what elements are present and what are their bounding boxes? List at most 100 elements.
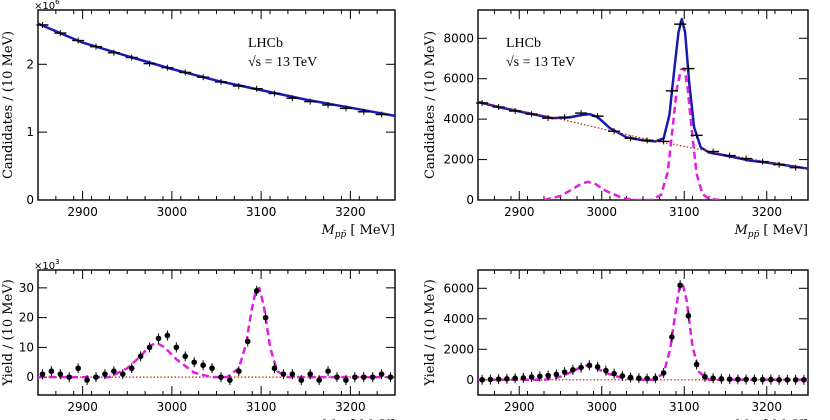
data-point-bl: [369, 374, 376, 380]
x-tick-label: 2900: [504, 400, 535, 414]
data-point-br: [578, 364, 584, 371]
y-tick-label: 2000: [443, 153, 474, 167]
experiment-label: LHCb: [506, 36, 541, 51]
data-point-bl: [93, 374, 99, 380]
x-axis-label-subscript: pp̄: [335, 230, 347, 240]
x-axis-label-symbol: M: [733, 223, 748, 238]
x-axis-label-unit: [ MeV]: [763, 223, 808, 238]
data-point-br: [495, 376, 502, 382]
data-point-br: [603, 367, 609, 374]
series-signal-br: [478, 282, 808, 382]
data-point-bl: [57, 371, 64, 377]
y-tick-label: 1: [26, 125, 34, 139]
x-tick-label: 3200: [751, 205, 782, 219]
data-point-bl: [173, 344, 180, 351]
data-point-br: [537, 373, 543, 380]
series-fit-tl: [38, 22, 395, 118]
y-multiplier-exponent: 3: [55, 258, 59, 266]
experiment-label: LHCb: [248, 36, 283, 51]
data-point-bl: [387, 374, 394, 380]
x-tick-label: 2900: [67, 400, 98, 414]
y-tick-label: 0: [26, 193, 34, 207]
data-point-bl: [378, 371, 385, 377]
data-point-br: [751, 376, 758, 383]
x-axis-label: Mpp̄[ MeV]: [320, 418, 395, 420]
y-axis-label: Yield / (10 MeV): [423, 279, 438, 387]
y-tick-label: 2: [26, 57, 34, 71]
data-point-bl: [119, 371, 126, 377]
y-multiplier: ×106: [34, 0, 60, 12]
y-tick-label: 0: [466, 193, 474, 207]
x-axis-label: Mpp̄[ MeV]: [320, 223, 395, 240]
data-point-br: [702, 373, 708, 380]
x-tick-label: 3000: [586, 205, 617, 219]
y-multiplier-base: ×10: [34, 1, 55, 12]
y-tick-label: 0: [26, 370, 34, 384]
data-point-bl: [244, 338, 251, 345]
data-point-br: [611, 370, 617, 377]
x-tick-label: 3200: [335, 205, 366, 219]
data-point-bl: [75, 365, 81, 372]
data-point-br: [570, 367, 576, 373]
data-point-br: [801, 376, 807, 383]
data-point-br: [768, 376, 774, 383]
data-point-br: [644, 375, 650, 382]
data-point-bl: [298, 377, 305, 383]
data-point-br: [677, 282, 683, 289]
x-tick-label: 3000: [586, 400, 617, 414]
data-point-bl: [137, 353, 144, 360]
data-point-bl: [325, 368, 331, 374]
y-tick-label: 30: [19, 281, 34, 295]
data-point-bl: [128, 365, 135, 372]
y-tick-label: 4000: [443, 312, 474, 326]
y-axis-label: Yield / (10 MeV): [1, 279, 16, 387]
data-point-bl: [191, 359, 197, 366]
data-point-bl: [182, 353, 189, 360]
data-point-br: [718, 376, 725, 382]
x-tick-label: 3000: [157, 400, 188, 414]
data-point-br: [619, 373, 626, 379]
y-axis-label: Candidates / (10 MeV): [423, 31, 438, 179]
data-point-bl: [280, 371, 287, 377]
energy-label: √s = 13 TeV: [506, 55, 575, 70]
data-point-bl: [352, 374, 358, 380]
x-tick-label: 3200: [751, 400, 782, 414]
x-tick-label: 3100: [669, 205, 700, 219]
x-tick-label: 3100: [669, 400, 700, 414]
y-tick-label: 8000: [443, 31, 474, 45]
energy-label: √s = 13 TeV: [248, 55, 317, 70]
x-axis-label-symbol: M: [320, 418, 335, 420]
data-point-br: [528, 374, 535, 380]
y-tick-label: 6000: [443, 281, 474, 295]
y-tick-label: 10: [19, 340, 34, 354]
data-point-br: [776, 376, 782, 383]
data-point-br: [792, 376, 799, 383]
series-signal-bl: [38, 286, 395, 379]
data-point-bl: [218, 374, 224, 380]
x-axis-label-subscript: pp̄: [748, 230, 760, 240]
x-axis-label-symbol: M: [320, 223, 335, 238]
data-point-br: [685, 312, 692, 319]
data-point-bl: [307, 371, 314, 377]
x-tick-label: 3000: [157, 205, 188, 219]
data-point-bl: [236, 368, 242, 374]
data-point-bl: [360, 374, 367, 380]
data-point-br: [784, 376, 791, 383]
x-axis-label: Mpp̄[ MeV]: [733, 418, 808, 420]
y-tick-label: 20: [19, 311, 34, 325]
data-point-bl: [66, 374, 73, 380]
data-point-bl: [102, 371, 108, 377]
x-tick-label: 2900: [504, 205, 535, 219]
data-point-br: [726, 376, 733, 382]
data-point-bl: [209, 365, 215, 372]
data-point-bl: [200, 362, 206, 369]
data-point-bl: [111, 368, 117, 374]
data-point-bl: [84, 377, 90, 383]
data-point-bl: [155, 335, 162, 342]
y-tick-label: 6000: [443, 72, 474, 86]
data-point-br: [627, 374, 634, 381]
x-axis-label-unit: [ MeV]: [763, 418, 808, 420]
data-point-br: [710, 375, 716, 382]
series-signal-tr: [543, 67, 722, 200]
y-tick-label: 0: [466, 373, 474, 387]
